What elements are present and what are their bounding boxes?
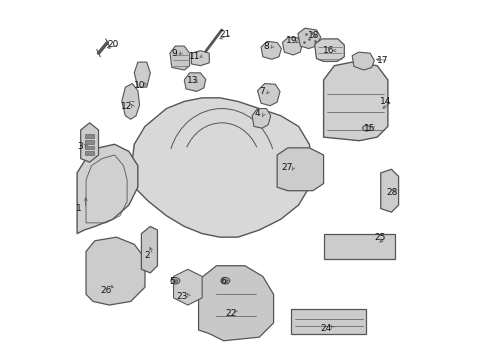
Text: 22: 22 [225,310,236,319]
Text: 18: 18 [308,31,319,40]
Polygon shape [315,39,344,62]
Polygon shape [323,234,395,258]
Bar [85,152,94,155]
Polygon shape [277,148,323,191]
Polygon shape [192,51,209,66]
Polygon shape [81,123,98,162]
Text: 4: 4 [255,109,260,118]
Ellipse shape [363,125,370,131]
Polygon shape [122,84,140,119]
Text: 10: 10 [134,81,146,90]
Text: 9: 9 [172,49,177,58]
Text: 26: 26 [101,286,112,295]
Polygon shape [77,144,138,234]
Polygon shape [184,73,206,91]
Polygon shape [283,37,302,55]
Polygon shape [261,41,281,59]
Text: 11: 11 [189,52,200,61]
Text: 15: 15 [364,124,375,133]
Bar [85,134,94,138]
Text: 14: 14 [380,97,392,106]
Polygon shape [170,46,190,70]
Bar [85,146,94,149]
Text: 25: 25 [374,233,386,242]
Polygon shape [292,309,367,334]
Text: 19: 19 [286,36,298,45]
Bar [85,140,94,144]
Polygon shape [173,269,202,305]
Text: 13: 13 [188,76,199,85]
Polygon shape [381,169,398,212]
Ellipse shape [221,278,230,284]
Polygon shape [131,98,313,237]
Text: 23: 23 [177,292,188,301]
Ellipse shape [171,278,180,284]
Text: 6: 6 [220,277,226,286]
Text: 21: 21 [220,30,231,39]
Polygon shape [298,28,321,49]
Polygon shape [86,237,145,305]
Text: 27: 27 [281,163,293,172]
Text: 5: 5 [169,277,174,286]
Text: 16: 16 [323,46,335,55]
Text: 24: 24 [321,324,332,333]
Text: 17: 17 [377,56,388,65]
Polygon shape [323,62,388,141]
Text: 28: 28 [387,188,398,197]
Polygon shape [252,109,270,128]
Text: 8: 8 [264,41,270,50]
Text: 1: 1 [76,204,82,213]
Text: 20: 20 [108,40,119,49]
Polygon shape [134,62,150,87]
Text: 2: 2 [144,251,149,260]
Text: 12: 12 [121,102,132,111]
Text: 3: 3 [77,141,83,150]
Polygon shape [142,226,157,273]
Polygon shape [198,266,273,341]
Polygon shape [258,84,280,106]
Polygon shape [352,52,374,70]
Text: 7: 7 [259,87,265,96]
